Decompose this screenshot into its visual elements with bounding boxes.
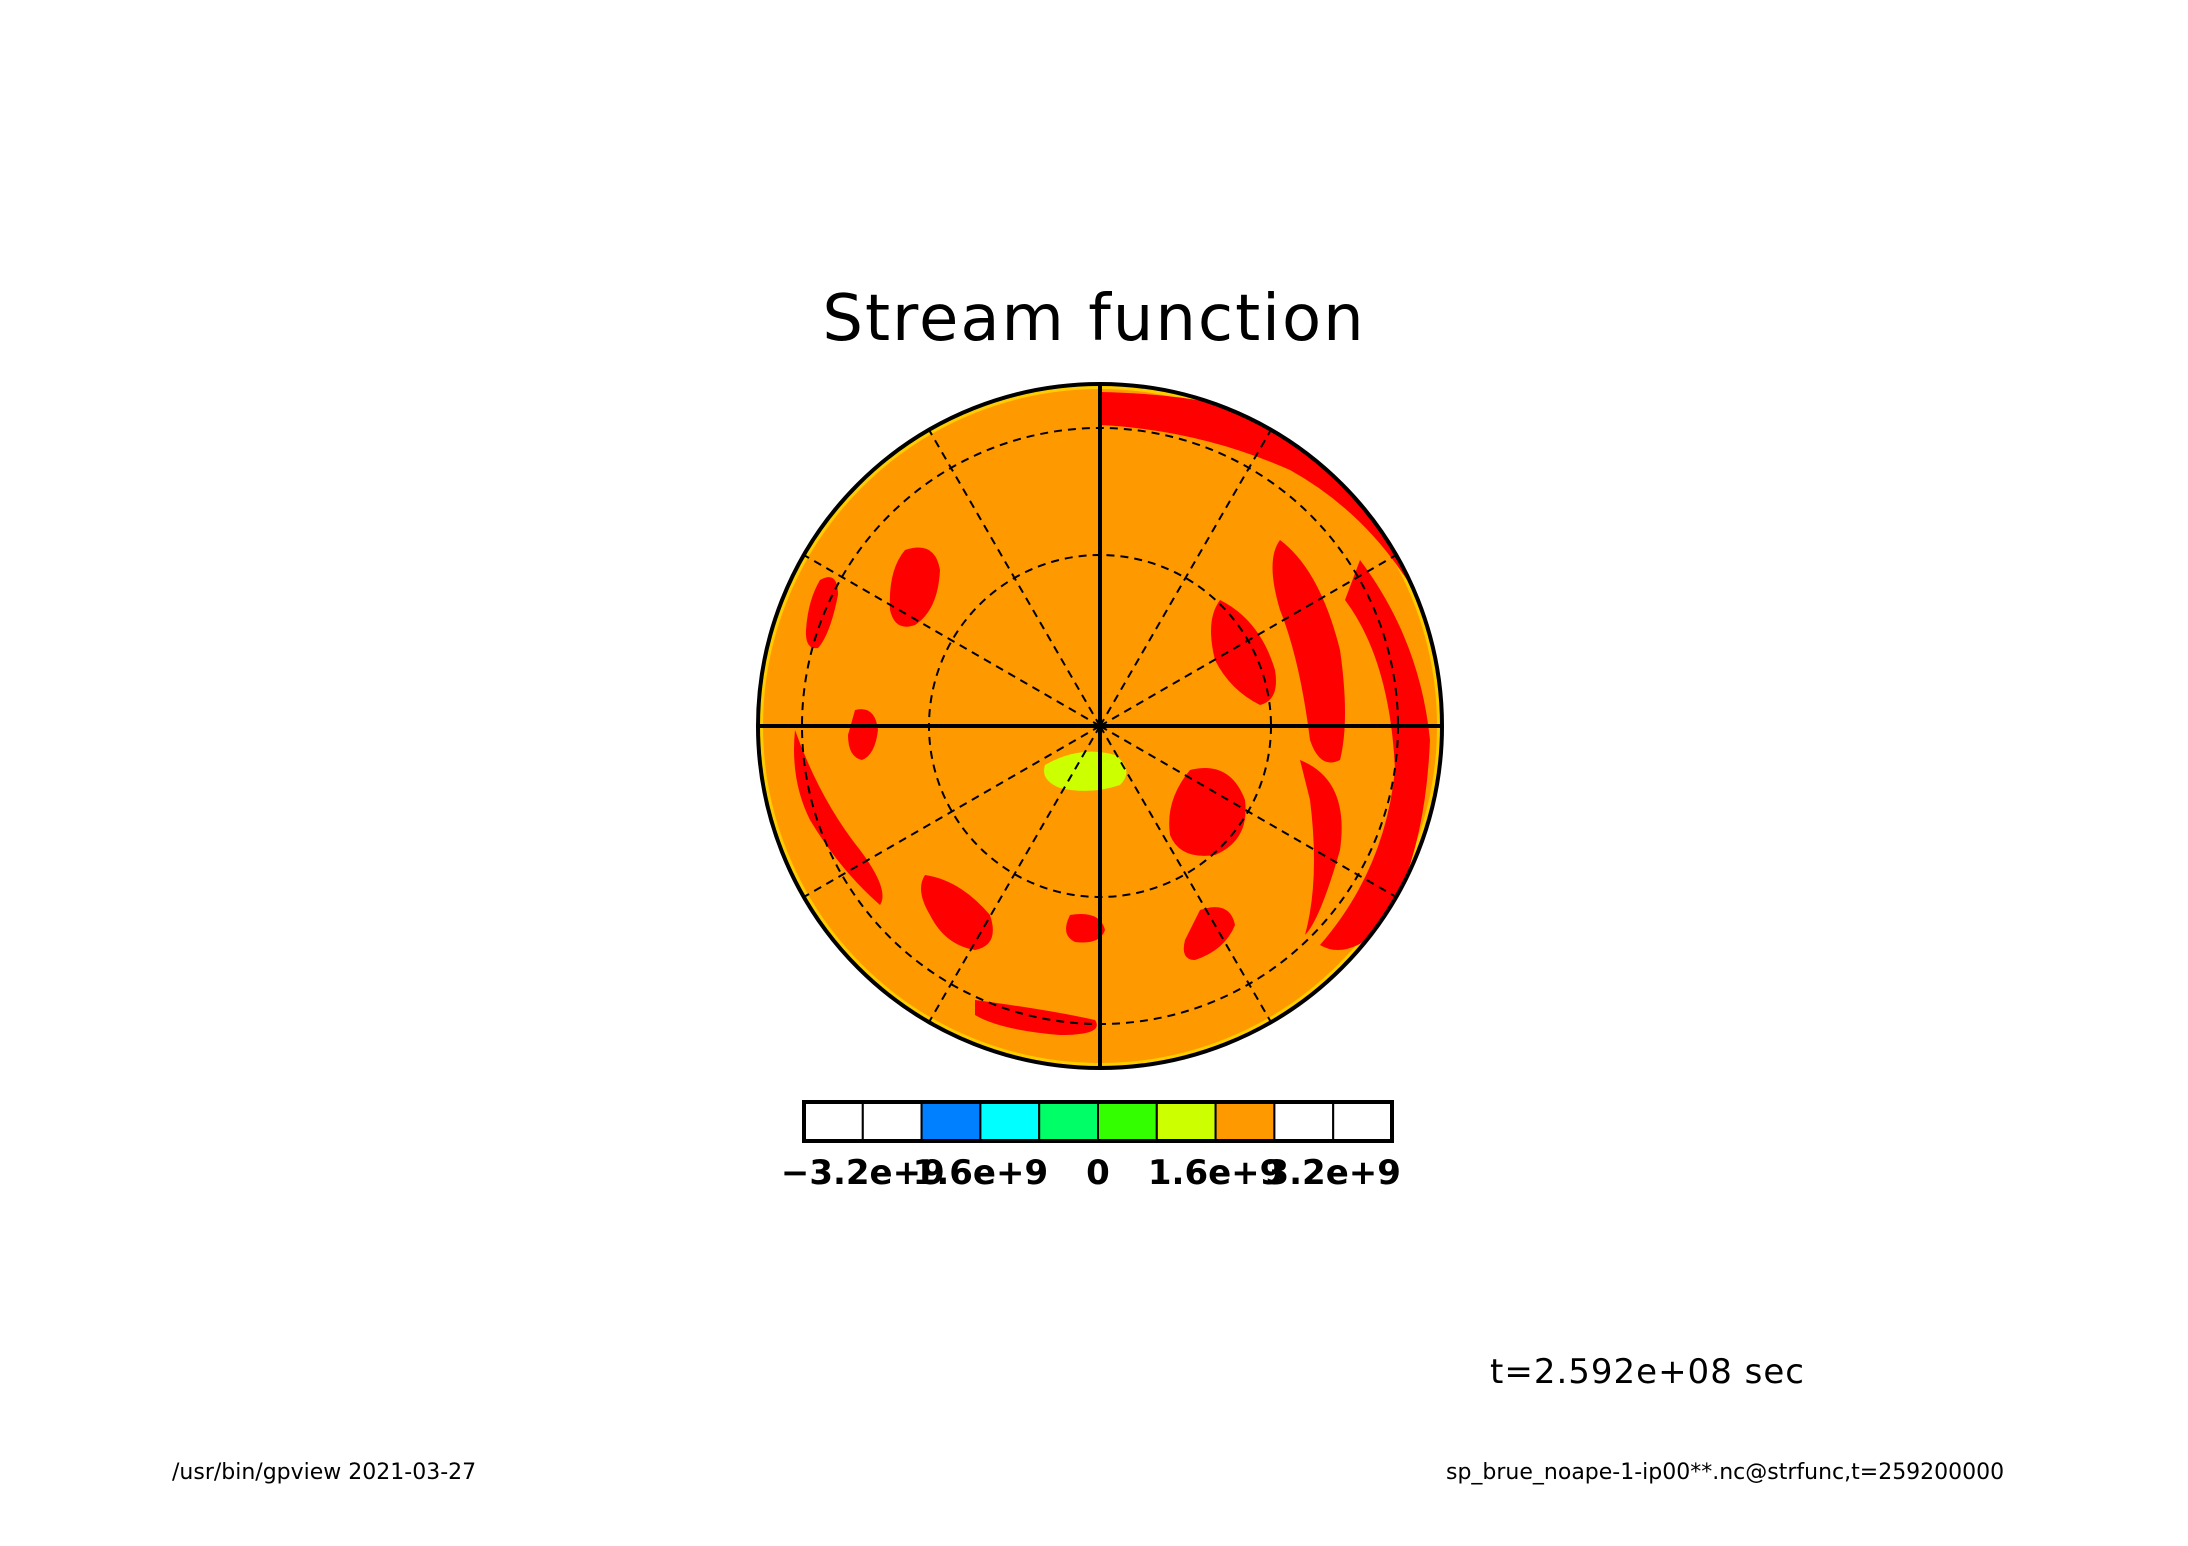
contour-region <box>1066 914 1105 943</box>
footer-source: sp_brue_noape-1-ip00**.nc@strfunc,t=2592… <box>1446 1460 2005 1485</box>
footer-program: /usr/bin/gpview 2021-03-27 <box>172 1460 477 1485</box>
contour-region <box>1183 907 1235 960</box>
contour-region <box>794 730 883 905</box>
meridian-line <box>1099 725 1397 898</box>
colorbar-bin <box>1155 1101 1217 1142</box>
meridian-line <box>1099 429 1272 727</box>
contour-region <box>921 875 993 950</box>
colorbar: −3.2e+91.6e+9 0 1.6e+93.2e+9 <box>781 1100 1401 1193</box>
meridian-line <box>928 429 1101 727</box>
colorbar-bin <box>1214 1101 1276 1142</box>
contour-region <box>1300 760 1342 935</box>
colorbar-bin <box>1332 1101 1393 1142</box>
contour-region <box>805 577 838 649</box>
contour-region <box>848 709 878 760</box>
contour-region <box>1169 768 1246 856</box>
contour-region <box>1044 751 1127 791</box>
meridian-line <box>803 725 1101 898</box>
colorbar-frame <box>802 1100 1394 1143</box>
meridian-line <box>1099 725 1272 1023</box>
meridian-line <box>803 554 1101 727</box>
contour-region <box>1320 560 1430 950</box>
colorbar-bin <box>803 1101 864 1142</box>
colorbar-bin <box>861 1101 923 1142</box>
meridian-line <box>928 725 1101 1023</box>
colorbar-bin <box>920 1101 982 1142</box>
colorbar-tick-label: −3.2e+9 <box>781 1153 945 1193</box>
contour-region <box>1211 600 1276 705</box>
time-label: t=2.592e+08 sec <box>1490 1352 1805 1392</box>
colorbar-tick-label: 1.6e+9 <box>913 1153 1048 1193</box>
colorbar-tick-label: 0 <box>1086 1153 1110 1193</box>
chart-title: Stream function <box>822 282 1366 356</box>
contour-region <box>1272 540 1345 763</box>
colorbar-bin <box>1097 1101 1158 1142</box>
contour-region <box>889 547 940 627</box>
colorbar-tick-label: 1.6e+9 <box>1148 1153 1283 1193</box>
colorbar-bin <box>1038 1101 1099 1142</box>
colorbar-bin <box>979 1101 1041 1142</box>
meridian-line <box>1099 554 1397 727</box>
colorbar-tick-label: 3.2e+9 <box>1265 1153 1400 1193</box>
colorbar-bin <box>1273 1101 1335 1142</box>
